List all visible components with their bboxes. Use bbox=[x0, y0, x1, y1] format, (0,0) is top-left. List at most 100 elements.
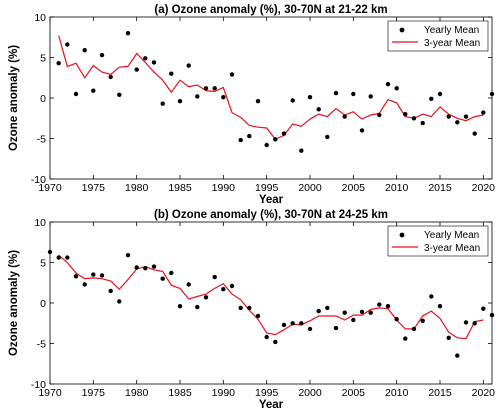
yearly-mean-point bbox=[99, 52, 105, 58]
x-tick-label: 2000 bbox=[298, 182, 322, 194]
legend: Yearly Mean 3-year Mean bbox=[387, 20, 489, 52]
yearly-mean-point bbox=[255, 313, 261, 319]
yearly-mean-point bbox=[151, 264, 157, 269]
y-tick-label: -5 bbox=[37, 134, 46, 146]
yearly-mean-point bbox=[212, 274, 217, 280]
yearly-mean-point bbox=[56, 61, 61, 66]
yearly-mean-point bbox=[169, 270, 174, 276]
y-axis-label: Ozone anomaly (%) bbox=[8, 250, 20, 356]
x-tick-label: 2020 bbox=[472, 182, 496, 194]
chart-title: (a) Ozone anomaly (%), 30-70N at 21-22 k… bbox=[154, 4, 387, 16]
yearly-mean-point bbox=[229, 283, 235, 289]
panel-b: (b) Ozone anomaly (%), 30-70N at 24-25 k… bbox=[8, 209, 495, 408]
yearly-mean-point bbox=[316, 308, 321, 314]
yearly-mean-point bbox=[91, 88, 96, 93]
yearly-mean-point bbox=[481, 110, 486, 115]
yearly-mean-point bbox=[186, 63, 191, 68]
yearly-mean-point bbox=[472, 131, 477, 136]
yearly-mean-point bbox=[117, 299, 122, 304]
x-tick-label: 2000 bbox=[298, 387, 322, 399]
yearly-mean-point bbox=[463, 320, 469, 325]
x-tick-label: 2020 bbox=[472, 387, 496, 399]
yearly-mean-point bbox=[117, 92, 122, 98]
yearly-mean-point bbox=[65, 42, 70, 47]
yearly-mean-point bbox=[143, 56, 148, 61]
yearly-mean-point bbox=[411, 326, 417, 332]
legend-box bbox=[387, 20, 489, 52]
yearly-mean-point bbox=[99, 273, 105, 278]
yearly-mean-point bbox=[403, 336, 408, 341]
yearly-mean-point bbox=[489, 312, 495, 318]
yearly-mean-point bbox=[195, 94, 200, 99]
y-tick-label: 5 bbox=[40, 53, 46, 65]
y-tick-label: 10 bbox=[34, 12, 46, 24]
yearly-mean-point bbox=[221, 95, 226, 100]
x-tick-label: 2005 bbox=[342, 387, 366, 399]
yearly-mean-point bbox=[82, 282, 87, 287]
yearly-mean-point bbox=[290, 98, 295, 103]
yearly-mean-point bbox=[264, 142, 269, 148]
panel-a: (a) Ozone anomaly (%), 30-70N at 21-22 k… bbox=[8, 4, 495, 206]
yearly-mean-point bbox=[342, 310, 347, 315]
yearly-mean-point bbox=[56, 255, 61, 260]
yearly-mean-point bbox=[212, 86, 217, 91]
x-tick-label: 2015 bbox=[428, 182, 452, 194]
yearly-mean-point bbox=[203, 295, 209, 300]
yearly-mean-point bbox=[221, 287, 226, 292]
y-tick-label: -10 bbox=[31, 379, 46, 391]
yearly-mean-point bbox=[333, 90, 339, 96]
yearly-mean-point bbox=[455, 353, 460, 358]
yearly-mean-point bbox=[437, 304, 443, 309]
yearly-mean-point bbox=[91, 272, 96, 277]
yearly-mean-point bbox=[377, 112, 382, 118]
yearly-mean-point bbox=[429, 294, 434, 299]
yearly-mean-point bbox=[73, 91, 79, 97]
yearly-mean-point bbox=[143, 266, 148, 271]
yearly-mean-point bbox=[307, 95, 313, 100]
yearly-mean-point bbox=[134, 265, 139, 270]
yearly-mean-point bbox=[342, 114, 347, 119]
yearly-mean-point bbox=[385, 304, 391, 309]
yearly-mean-point bbox=[377, 302, 382, 307]
yearly-mean-point bbox=[299, 321, 304, 326]
yearly-mean-point bbox=[73, 274, 79, 279]
yearly-mean-point bbox=[437, 91, 443, 97]
x-tick-label: 1975 bbox=[82, 387, 106, 399]
yearly-mean-point bbox=[307, 326, 313, 332]
legend-box bbox=[387, 225, 489, 257]
yearly-mean-point bbox=[125, 253, 131, 258]
yearly-mean-point bbox=[385, 82, 391, 87]
x-tick-label: 1990 bbox=[212, 387, 236, 399]
x-axis-label: Year bbox=[259, 194, 284, 206]
x-tick-label: 2015 bbox=[428, 387, 452, 399]
yearly-mean-point bbox=[455, 120, 460, 125]
yearly-mean-point bbox=[238, 305, 243, 311]
legend-label-yearly: Yearly Mean bbox=[424, 25, 479, 36]
yearly-mean-point bbox=[368, 94, 373, 99]
yearly-mean-point bbox=[281, 131, 287, 136]
yearly-mean-point bbox=[238, 137, 243, 143]
yearly-mean-point bbox=[420, 318, 425, 323]
yearly-mean-point bbox=[177, 304, 183, 309]
yearly-mean-point bbox=[47, 249, 53, 255]
yearly-mean-point bbox=[325, 134, 330, 140]
yearly-mean-point bbox=[351, 91, 356, 97]
x-tick-label: 1970 bbox=[38, 182, 62, 194]
y-axis-label: Ozone anomaly (%) bbox=[8, 45, 20, 151]
yearly-mean-point bbox=[247, 133, 252, 139]
x-tick-label: 2010 bbox=[385, 387, 409, 399]
yearly-mean-point bbox=[463, 114, 469, 119]
yearly-mean-point bbox=[403, 112, 408, 117]
x-tick-label: 1995 bbox=[255, 182, 279, 194]
y-tick-label: -5 bbox=[37, 339, 46, 351]
yearly-mean-point bbox=[125, 31, 131, 36]
y-tick-label: 5 bbox=[40, 258, 46, 270]
x-axis-label: Year bbox=[259, 399, 284, 408]
yearly-mean-point bbox=[394, 86, 399, 91]
x-tick-label: 1980 bbox=[125, 182, 149, 194]
legend-dot-symbol bbox=[399, 232, 405, 238]
x-tick-label: 1985 bbox=[168, 387, 192, 399]
x-tick-label: 1995 bbox=[255, 387, 279, 399]
yearly-mean-point bbox=[203, 86, 209, 91]
